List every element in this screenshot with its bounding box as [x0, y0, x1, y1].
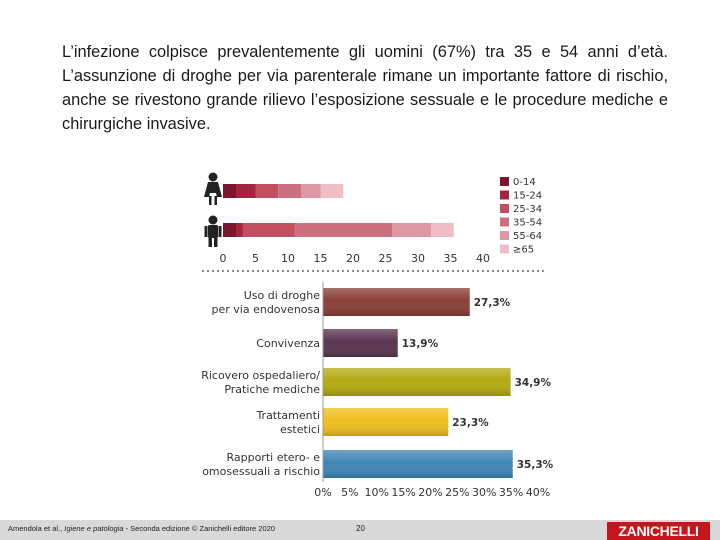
male-icon [204, 215, 222, 247]
risk-category-label: Ricovero ospedaliero/ [201, 369, 320, 382]
legend-swatch [500, 231, 509, 240]
risk-value-label: 23,3% [452, 417, 489, 429]
risk-axis-tick: 5% [341, 486, 358, 499]
risk-category-label: Trattamenti [255, 409, 320, 422]
age-bar-segment [236, 184, 256, 198]
slide-paragraph: L’infezione colpisce prevalentemente gli… [62, 43, 668, 133]
age-bar-segment [223, 184, 236, 198]
age-axis-tick: 0 [220, 252, 227, 265]
age-bar-segment [431, 223, 454, 237]
risk-axis-tick: 35% [499, 486, 523, 499]
age-bar-segment [236, 223, 243, 237]
legend-label: ≥65 [513, 245, 534, 256]
publisher-logo: ZANICHELLI [607, 522, 710, 540]
risk-category-label: estetici [280, 423, 320, 436]
footer-credit: Amendola et al., Igiene e patologia - Se… [8, 524, 275, 533]
age-bar-segment [242, 223, 295, 237]
legend-label: 15-24 [513, 191, 542, 202]
risk-value-label: 35,3% [517, 459, 554, 471]
legend-swatch [500, 204, 509, 213]
risk-bar-shading [323, 408, 449, 436]
risk-axis-tick: 40% [526, 486, 550, 499]
risk-category-label: Convivenza [256, 337, 320, 350]
legend-swatch [500, 244, 509, 254]
legend-label: 55-64 [513, 231, 542, 242]
risk-axis-tick: 30% [472, 486, 496, 499]
age-bar-segment [320, 184, 344, 198]
risk-category-label: Uso di droghe [244, 289, 320, 302]
risk-bar-shading [323, 329, 398, 357]
age-axis-tick: 20 [346, 252, 360, 265]
risk-axis-tick: 25% [445, 486, 469, 499]
age-bar-segment [392, 223, 431, 237]
risk-axis-tick: 0% [314, 486, 331, 499]
risk-bar-shading [323, 450, 513, 478]
risk-axis-tick: 10% [365, 486, 389, 499]
legend-swatch [500, 190, 509, 200]
age-bar-segment [301, 184, 321, 198]
risk-category-label: Rapporti etero- e [226, 451, 320, 464]
risk-bar-shading [323, 368, 511, 396]
legend-label: 25-34 [513, 204, 542, 215]
risk-value-label: 13,9% [402, 338, 439, 350]
age-stacked-chart: 0 5 10 15 20 25 30 35 40 0-14 15-24 25-34 35-54 55-64… [220, 177, 542, 265]
risk-axis-tick: 15% [391, 486, 415, 499]
risk-category-label: per via endovenosa [212, 303, 320, 316]
female-icon [204, 172, 222, 205]
risk-bar-shading [323, 288, 470, 316]
age-axis-tick: 35 [444, 252, 458, 265]
infographic: 0 5 10 15 20 25 30 35 40 0-14 15-24 25-34 35-54 55-64… [201, 172, 554, 499]
age-axis-tick: 30 [411, 252, 425, 265]
legend-swatch [500, 177, 509, 186]
risk-value-label: 27,3% [474, 297, 511, 309]
age-axis-tick: 10 [281, 252, 295, 265]
risk-category-label: omosessuali a rischio [202, 465, 320, 478]
age-bar-segment [255, 184, 279, 198]
legend-swatch [500, 217, 509, 227]
age-axis-tick: 40 [476, 252, 490, 265]
age-axis-tick: 25 [379, 252, 393, 265]
legend-label: 35-54 [513, 218, 542, 229]
age-axis-tick: 15 [314, 252, 328, 265]
age-bar-segment [223, 223, 236, 237]
age-bar-segment [294, 223, 392, 237]
risk-value-label: 34,9% [515, 377, 552, 389]
risk-axis-tick: 20% [418, 486, 442, 499]
age-bar-segment [278, 184, 301, 198]
legend-label: 0-14 [513, 177, 536, 188]
age-axis-tick: 5 [252, 252, 259, 265]
footer-bar: Amendola et al., Igiene e patologia - Se… [0, 520, 720, 540]
risk-category-label: Pratiche mediche [224, 383, 320, 396]
page-number: 20 [356, 524, 365, 533]
